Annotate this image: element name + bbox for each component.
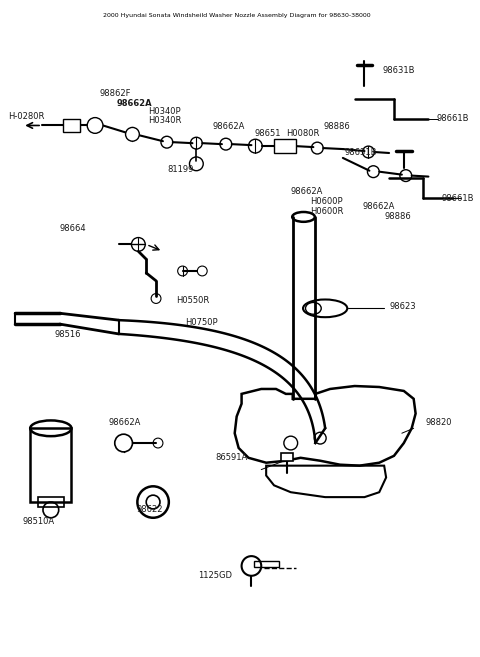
Bar [62,118,80,132]
Text: 98516: 98516 [55,330,81,339]
Text: 98623: 98623 [389,302,416,311]
Text: 81199: 81199 [168,165,194,174]
Text: 98662A: 98662A [117,99,152,108]
Text: 98664: 98664 [60,224,86,233]
Circle shape [241,556,261,576]
Text: 98886: 98886 [323,122,350,131]
Text: 98622: 98622 [136,505,163,514]
Text: 98631B: 98631B [345,148,377,157]
Text: 98661B: 98661B [436,114,469,123]
Text: H0080R: H0080R [286,129,319,139]
Text: H0550R: H0550R [176,296,209,305]
Bar [30,428,72,502]
Bar [281,453,293,461]
Text: 98662A: 98662A [291,187,323,196]
Text: 98662A: 98662A [109,419,141,428]
Text: H0750P: H0750P [186,318,218,327]
Text: H-0280R: H-0280R [9,112,45,121]
Text: 98662A: 98662A [212,122,244,131]
Text: 98886: 98886 [384,212,411,221]
Circle shape [115,434,132,452]
Bar [38,497,64,507]
Text: 98631B: 98631B [382,66,415,76]
Circle shape [87,118,103,133]
Text: H0600P: H0600P [311,197,343,206]
Text: 98661B: 98661B [441,194,474,203]
Text: 98662A: 98662A [362,202,395,211]
Text: 98862F: 98862F [99,89,131,98]
Bar [274,139,296,153]
Text: 2000 Hyundai Sonata Windsheild Washer Nozzle Assembly Diagram for 98630-38000: 2000 Hyundai Sonata Windsheild Washer No… [103,13,371,18]
Text: 86591A: 86591A [215,453,247,462]
Bar [254,561,279,567]
Circle shape [126,127,139,141]
Text: 98820: 98820 [425,419,452,428]
Text: H0340R: H0340R [148,116,181,125]
Text: H0600R: H0600R [311,207,344,216]
Text: 98510A: 98510A [23,517,54,526]
Text: 1125GD: 1125GD [198,571,232,580]
Text: H0340P: H0340P [148,107,181,116]
Text: 98651: 98651 [254,129,281,139]
